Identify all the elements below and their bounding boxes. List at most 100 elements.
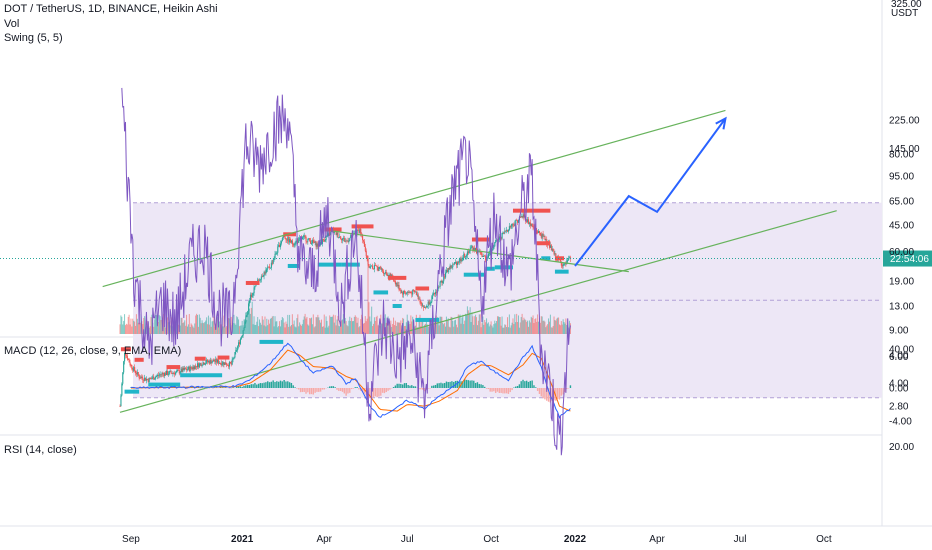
macd-histogram-bar bbox=[369, 388, 371, 399]
volume-bar bbox=[133, 320, 135, 334]
candle-body bbox=[517, 219, 520, 223]
volume-bar bbox=[127, 316, 129, 334]
candle-body bbox=[291, 240, 293, 245]
macd-histogram-bar bbox=[487, 388, 490, 390]
candle-body bbox=[232, 358, 234, 360]
candle-body bbox=[464, 254, 466, 258]
time-tick-label: 2021 bbox=[231, 534, 254, 545]
candle-body bbox=[184, 368, 186, 370]
volume-bar bbox=[375, 316, 377, 334]
volume-bar bbox=[393, 317, 395, 334]
volume-bar bbox=[425, 321, 427, 334]
volume-bar bbox=[203, 323, 205, 334]
candle-body bbox=[403, 290, 405, 295]
symbol-title[interactable]: DOT / TetherUS, 1D, BINANCE, Heikin Ashi bbox=[4, 3, 218, 15]
volume-bar bbox=[545, 327, 547, 334]
macd-histogram-bar bbox=[219, 386, 222, 388]
macd-histogram-bar bbox=[551, 388, 553, 402]
volume-bar bbox=[569, 323, 571, 334]
macd-histogram-bar bbox=[301, 388, 304, 393]
volume-bar bbox=[336, 319, 338, 334]
volume-bar bbox=[137, 322, 139, 334]
candle-body bbox=[371, 265, 373, 267]
candle-body bbox=[241, 335, 243, 338]
volume-bar bbox=[307, 324, 309, 334]
candle-body bbox=[465, 256, 467, 258]
candle-body bbox=[407, 292, 409, 293]
candle-body bbox=[482, 256, 484, 258]
volume-bar bbox=[309, 317, 311, 334]
volume-bar bbox=[135, 325, 137, 334]
volume-bar bbox=[197, 326, 199, 334]
volume-bar bbox=[202, 322, 204, 334]
volume-indicator-label[interactable]: Vol bbox=[4, 18, 20, 30]
candle-body bbox=[315, 241, 317, 247]
volume-bar bbox=[195, 315, 197, 334]
volume-bar bbox=[392, 323, 394, 334]
candle-body bbox=[165, 372, 167, 376]
macd-histogram-bar bbox=[525, 380, 528, 388]
volume-bar bbox=[262, 319, 264, 334]
candle-body bbox=[385, 271, 387, 274]
macd-histogram-bar bbox=[352, 388, 355, 389]
volume-bar bbox=[515, 322, 517, 334]
candle-body bbox=[162, 373, 164, 374]
volume-bar bbox=[472, 316, 474, 334]
candle-body bbox=[539, 232, 541, 235]
candle-body bbox=[405, 293, 407, 294]
candle-body bbox=[398, 284, 400, 290]
candle-body bbox=[466, 251, 469, 256]
candle-body bbox=[278, 244, 280, 247]
volume-bar bbox=[302, 319, 304, 334]
volume-bar bbox=[369, 316, 371, 334]
candle-body bbox=[373, 265, 375, 269]
candle-body bbox=[415, 291, 417, 295]
candle-body bbox=[348, 240, 350, 243]
volume-bar bbox=[166, 317, 168, 334]
candle-body bbox=[372, 268, 375, 270]
volume-bar bbox=[128, 314, 130, 334]
volume-bar bbox=[448, 326, 450, 334]
macd-indicator-label[interactable]: MACD (12, 26, close, 9, EMA, EMA) bbox=[4, 345, 182, 357]
volume-bar bbox=[348, 320, 350, 334]
candle-body bbox=[271, 262, 273, 264]
rsi-indicator-label[interactable]: RSI (14, close) bbox=[4, 444, 77, 456]
candle-body bbox=[512, 223, 514, 225]
candle-body bbox=[124, 352, 126, 362]
volume-bar bbox=[559, 325, 561, 334]
candle-body bbox=[345, 240, 347, 242]
candle-body bbox=[252, 293, 254, 296]
candle-body bbox=[458, 261, 460, 263]
macd-histogram-bar bbox=[456, 380, 459, 388]
descending-trend-line bbox=[332, 230, 629, 273]
swing-indicator-label[interactable]: Swing (5, 5) bbox=[4, 32, 63, 44]
macd-histogram-bar bbox=[285, 381, 287, 388]
volume-bar bbox=[263, 325, 265, 334]
volume-bar bbox=[444, 322, 446, 334]
volume-bar bbox=[400, 320, 402, 334]
volume-bar bbox=[353, 316, 355, 334]
candle-body bbox=[471, 246, 473, 248]
volume-bar bbox=[385, 322, 387, 334]
volume-bar bbox=[131, 326, 133, 334]
candle-body bbox=[368, 264, 370, 268]
volume-bar bbox=[327, 327, 329, 334]
macd-histogram-bar bbox=[385, 388, 387, 393]
swing-high-level bbox=[471, 237, 491, 242]
candle-body bbox=[383, 271, 385, 274]
volume-bar bbox=[471, 312, 473, 334]
macd-histogram-bar bbox=[283, 380, 285, 388]
volume-bar bbox=[432, 325, 434, 334]
swing-low-level bbox=[494, 265, 513, 270]
volume-bar bbox=[514, 314, 516, 334]
candle-body bbox=[329, 232, 331, 236]
candle-body bbox=[135, 373, 138, 375]
volume-bar bbox=[396, 322, 398, 334]
macd-histogram-bar bbox=[267, 381, 269, 388]
candle-body bbox=[440, 280, 442, 283]
macd-histogram-bar bbox=[228, 388, 231, 389]
rsi-pane bbox=[121, 87, 571, 456]
candle-body bbox=[443, 276, 445, 282]
volume-bar bbox=[357, 317, 359, 334]
